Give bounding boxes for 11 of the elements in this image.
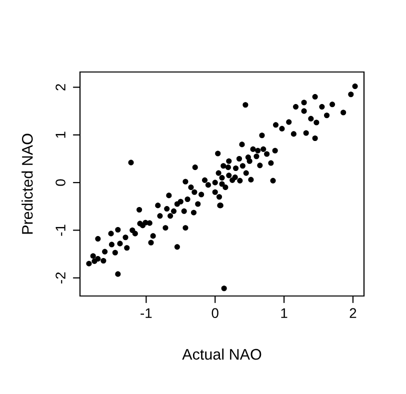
x-tick-label: 2 — [350, 308, 356, 318]
y-tick-label: 1 — [56, 132, 66, 138]
x-tick-label: 0 — [212, 308, 218, 318]
y-tick-label: 2 — [56, 84, 66, 90]
x-tick-label: -1 — [140, 308, 152, 318]
x-tick-label: 1 — [281, 308, 288, 318]
y-tick-label: -2 — [56, 272, 66, 284]
x-axis-title: Actual NAO — [182, 348, 262, 360]
y-axis-title: Predicted NAO — [22, 134, 33, 234]
y-tick-label: 0 — [56, 179, 66, 186]
y-tick-label: -1 — [56, 224, 66, 236]
